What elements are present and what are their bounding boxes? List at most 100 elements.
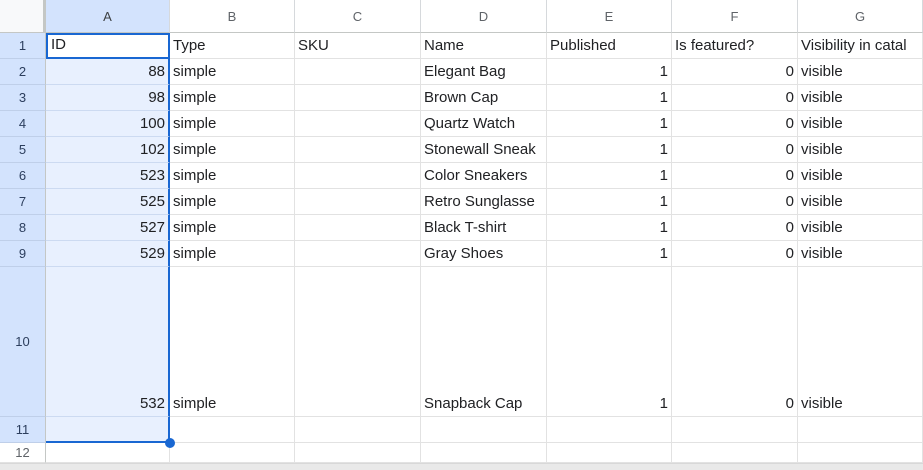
cell-B6[interactable]: simple [170,163,295,189]
cell-B7[interactable]: simple [170,189,295,215]
cell-F10[interactable]: 0 [672,267,798,417]
cell-A11[interactable] [46,417,170,443]
cell-C4[interactable] [295,111,421,137]
cell-G10[interactable]: visible [798,267,923,417]
cell-C12[interactable] [295,443,421,463]
cell-D4[interactable]: Quartz Watch [421,111,547,137]
row-header-4[interactable]: 4 [0,111,46,137]
cell-A3[interactable]: 98 [46,85,170,111]
cell-A1[interactable]: ID [46,33,170,59]
cell-A8[interactable]: 527 [46,215,170,241]
cell-E6[interactable]: 1 [547,163,672,189]
cell-B3[interactable]: simple [170,85,295,111]
cell-G4[interactable]: visible [798,111,923,137]
cell-F3[interactable]: 0 [672,85,798,111]
cell-E11[interactable] [547,417,672,443]
cell-D8[interactable]: Black T-shirt [421,215,547,241]
cell-E1[interactable]: Published [547,33,672,59]
cell-F5[interactable]: 0 [672,137,798,163]
cell-F2[interactable]: 0 [672,59,798,85]
cell-A4[interactable]: 100 [46,111,170,137]
cell-B5[interactable]: simple [170,137,295,163]
cell-B4[interactable]: simple [170,111,295,137]
select-all-corner[interactable] [0,0,46,33]
cell-C6[interactable] [295,163,421,189]
cell-A5[interactable]: 102 [46,137,170,163]
cell-C10[interactable] [295,267,421,417]
row-header-8[interactable]: 8 [0,215,46,241]
cell-E2[interactable]: 1 [547,59,672,85]
row-header-12[interactable]: 12 [0,443,46,463]
row-header-1[interactable]: 1 [0,33,46,59]
cell-F12[interactable] [672,443,798,463]
cell-E5[interactable]: 1 [547,137,672,163]
cell-C2[interactable] [295,59,421,85]
cell-F9[interactable]: 0 [672,241,798,267]
cell-D7[interactable]: Retro Sunglasse [421,189,547,215]
row-header-10[interactable]: 10 [0,267,46,417]
row-header-9[interactable]: 9 [0,241,46,267]
cell-D2[interactable]: Elegant Bag [421,59,547,85]
cell-C3[interactable] [295,85,421,111]
cell-A10[interactable]: 532 [46,267,170,417]
cell-D12[interactable] [421,443,547,463]
cell-D10[interactable]: Snapback Cap [421,267,547,417]
row-header-7[interactable]: 7 [0,189,46,215]
cell-C8[interactable] [295,215,421,241]
column-header-B[interactable]: B [170,0,295,33]
cell-G3[interactable]: visible [798,85,923,111]
selection-fill-handle[interactable] [165,438,175,448]
cell-F6[interactable]: 0 [672,163,798,189]
cell-F1[interactable]: Is featured? [672,33,798,59]
cell-D3[interactable]: Brown Cap [421,85,547,111]
cell-A6[interactable]: 523 [46,163,170,189]
cell-B8[interactable]: simple [170,215,295,241]
cell-B1[interactable]: Type [170,33,295,59]
cell-G7[interactable]: visible [798,189,923,215]
column-header-D[interactable]: D [421,0,547,33]
column-header-A[interactable]: A [46,0,170,33]
cell-A7[interactable]: 525 [46,189,170,215]
cell-C7[interactable] [295,189,421,215]
cell-C9[interactable] [295,241,421,267]
cell-E12[interactable] [547,443,672,463]
cell-G2[interactable]: visible [798,59,923,85]
cell-C11[interactable] [295,417,421,443]
cell-G8[interactable]: visible [798,215,923,241]
cell-E7[interactable]: 1 [547,189,672,215]
cell-G9[interactable]: visible [798,241,923,267]
cell-G11[interactable] [798,417,923,443]
cell-G1[interactable]: Visibility in catal [798,33,923,59]
cell-G12[interactable] [798,443,923,463]
cell-E8[interactable]: 1 [547,215,672,241]
cell-G5[interactable]: visible [798,137,923,163]
row-header-6[interactable]: 6 [0,163,46,189]
cell-D5[interactable]: Stonewall Sneak [421,137,547,163]
column-header-E[interactable]: E [547,0,672,33]
cell-E9[interactable]: 1 [547,241,672,267]
cell-D1[interactable]: Name [421,33,547,59]
cell-B10[interactable]: simple [170,267,295,417]
cell-E3[interactable]: 1 [547,85,672,111]
column-header-F[interactable]: F [672,0,798,33]
cell-D11[interactable] [421,417,547,443]
cell-E4[interactable]: 1 [547,111,672,137]
row-header-11[interactable]: 11 [0,417,46,443]
column-header-C[interactable]: C [295,0,421,33]
row-header-5[interactable]: 5 [0,137,46,163]
cell-F7[interactable]: 0 [672,189,798,215]
cell-D6[interactable]: Color Sneakers [421,163,547,189]
cell-C5[interactable] [295,137,421,163]
cell-C1[interactable]: SKU [295,33,421,59]
cell-E10[interactable]: 1 [547,267,672,417]
cell-B2[interactable]: simple [170,59,295,85]
cell-B9[interactable]: simple [170,241,295,267]
row-header-3[interactable]: 3 [0,85,46,111]
cell-D9[interactable]: Gray Shoes [421,241,547,267]
cell-B11[interactable] [170,417,295,443]
cell-G6[interactable]: visible [798,163,923,189]
cell-A9[interactable]: 529 [46,241,170,267]
row-header-2[interactable]: 2 [0,59,46,85]
cell-F8[interactable]: 0 [672,215,798,241]
cell-F11[interactable] [672,417,798,443]
